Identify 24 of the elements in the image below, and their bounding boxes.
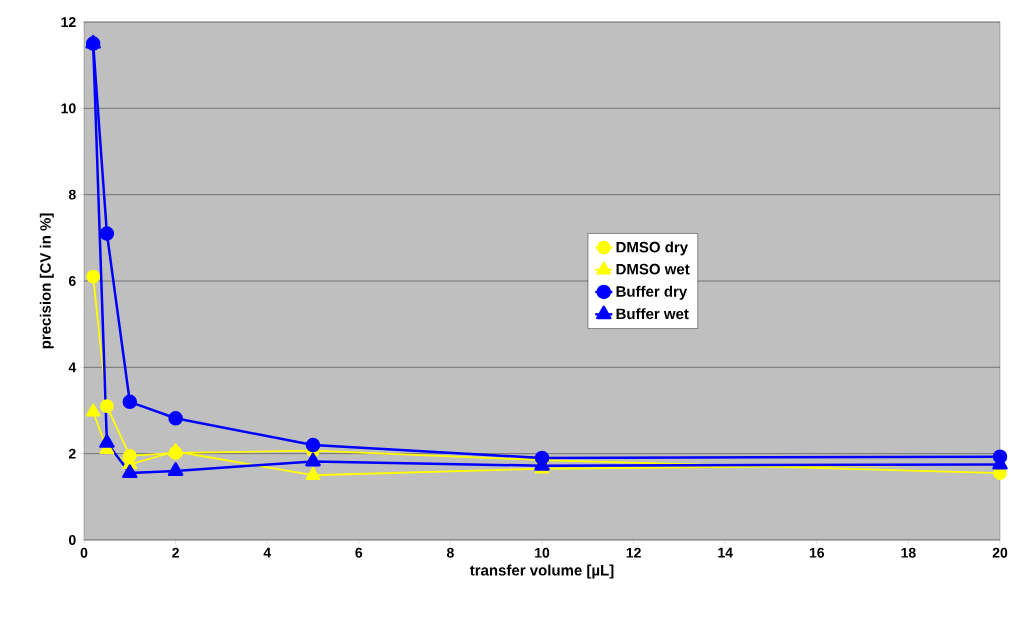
x-tick-label: 12 — [626, 547, 641, 558]
legend-label: Buffer dry — [616, 285, 688, 300]
y-tick-label: 4 — [68, 362, 77, 373]
x-tick-label: 18 — [901, 547, 916, 558]
y-tick-label: 10 — [61, 103, 76, 114]
x-tick-label: 14 — [718, 547, 733, 558]
x-tick-label: 20 — [992, 547, 1008, 558]
y-axis-title: precision [CV in %] — [39, 213, 54, 349]
x-tick-label: 10 — [535, 547, 550, 558]
x-axis-title: transfer volume [µL] — [469, 564, 614, 579]
x-tick-label: 16 — [809, 547, 825, 558]
x-tick-label: 8 — [446, 547, 454, 558]
legend-label: DMSO dry — [616, 241, 688, 256]
x-tick-label: 4 — [263, 547, 272, 558]
x-tick-label: 6 — [355, 547, 363, 558]
y-tick-label: 6 — [68, 276, 76, 286]
legend-label: DMSO wet — [616, 263, 690, 275]
y-tick-label: 8 — [68, 189, 76, 200]
y-tick-label: 2 — [68, 448, 76, 459]
y-tick-label: 12 — [61, 17, 76, 27]
y-tick-label: 0 — [68, 535, 76, 545]
x-tick-label: 0 — [80, 547, 88, 558]
x-tick-label: 2 — [172, 547, 179, 558]
legend-label: Buffer wet — [616, 308, 689, 320]
